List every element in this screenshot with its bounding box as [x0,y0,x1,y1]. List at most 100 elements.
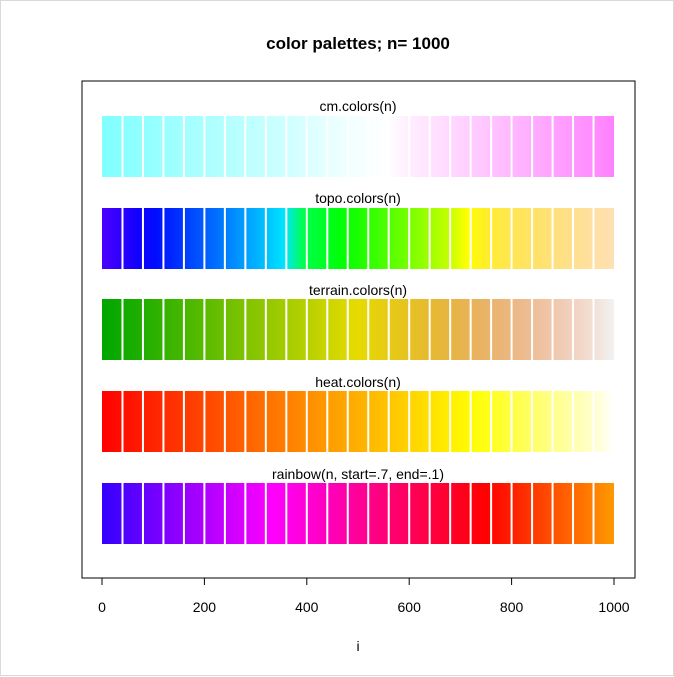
block-separator [141,299,144,360]
x-axis: 0 200 400 600 800 1000 [98,577,630,615]
block-separator [223,299,226,360]
block-separator [510,116,513,177]
block-separator [531,483,534,544]
block-separator [264,208,267,269]
block-separator [141,391,144,452]
block-separator [244,391,247,452]
block-separator [264,116,267,177]
block-separator [305,208,308,269]
block-separator [469,391,472,452]
block-separator [510,208,513,269]
palette-row: rainbow(n, start=.7, end=.1) [102,466,614,544]
block-separator [203,208,206,269]
block-separator [121,299,124,360]
block-separator [182,483,185,544]
block-separator [592,391,595,452]
block-separator [264,483,267,544]
block-separator [490,391,493,452]
block-separator [408,208,411,269]
block-separator [244,208,247,269]
block-separator [264,391,267,452]
x-tick-label: 800 [500,599,524,615]
block-separator [305,116,308,177]
block-separator [428,391,431,452]
block-separator [490,208,493,269]
block-separator [141,116,144,177]
block-separator [326,299,329,360]
palette-label: heat.colors(n) [315,374,401,390]
block-separator [326,116,329,177]
block-separator [551,208,554,269]
block-separator [449,391,452,452]
block-separator [387,116,390,177]
block-separator [305,483,308,544]
block-separator [572,116,575,177]
block-separator [244,299,247,360]
block-separator [531,208,534,269]
block-separator [408,116,411,177]
palette-group: cm.colors(n) topo.colors(n) terrain.colors… [102,98,614,544]
block-separator [162,208,165,269]
block-separator [367,299,370,360]
block-separator [367,116,370,177]
palette-row: topo.colors(n) [102,190,614,269]
block-separator [285,116,288,177]
palette-band [102,208,614,269]
block-separator [162,483,165,544]
block-separator [449,116,452,177]
block-separator [592,208,595,269]
block-separator [162,116,165,177]
block-separator [510,483,513,544]
block-separator [551,299,554,360]
block-separator [449,483,452,544]
block-separator [572,299,575,360]
palette-row: terrain.colors(n) [102,282,614,360]
block-separator [449,299,452,360]
block-separator [428,299,431,360]
x-tick-label: 600 [398,599,422,615]
x-tick-label: 0 [98,599,106,615]
palette-label: cm.colors(n) [319,98,396,114]
palette-band [102,483,614,544]
block-separator [346,483,349,544]
block-separator [531,299,534,360]
block-separator [572,208,575,269]
block-separator [244,116,247,177]
block-separator [244,483,247,544]
block-separator [469,116,472,177]
block-separator [387,483,390,544]
block-separator [285,391,288,452]
block-separator [469,483,472,544]
palette-band [102,299,614,360]
block-separator [469,299,472,360]
block-separator [490,299,493,360]
block-separator [326,391,329,452]
x-tick-label: 200 [193,599,217,615]
block-separator [121,391,124,452]
block-separator [121,483,124,544]
block-separator [551,483,554,544]
block-separator [203,391,206,452]
block-separator [121,116,124,177]
block-separator [367,483,370,544]
block-separator [346,391,349,452]
block-separator [428,116,431,177]
block-separator [285,483,288,544]
palette-band [102,116,614,177]
palette-row: heat.colors(n) [102,374,614,452]
block-separator [449,208,452,269]
block-separator [182,208,185,269]
block-separator [367,391,370,452]
block-separator [387,208,390,269]
block-separator [469,208,472,269]
block-separator [223,116,226,177]
block-separator [223,208,226,269]
block-separator [141,208,144,269]
block-separator [551,116,554,177]
block-separator [367,208,370,269]
palette-label: rainbow(n, start=.7, end=.1) [272,466,444,482]
block-separator [285,299,288,360]
block-separator [408,391,411,452]
block-separator [510,391,513,452]
